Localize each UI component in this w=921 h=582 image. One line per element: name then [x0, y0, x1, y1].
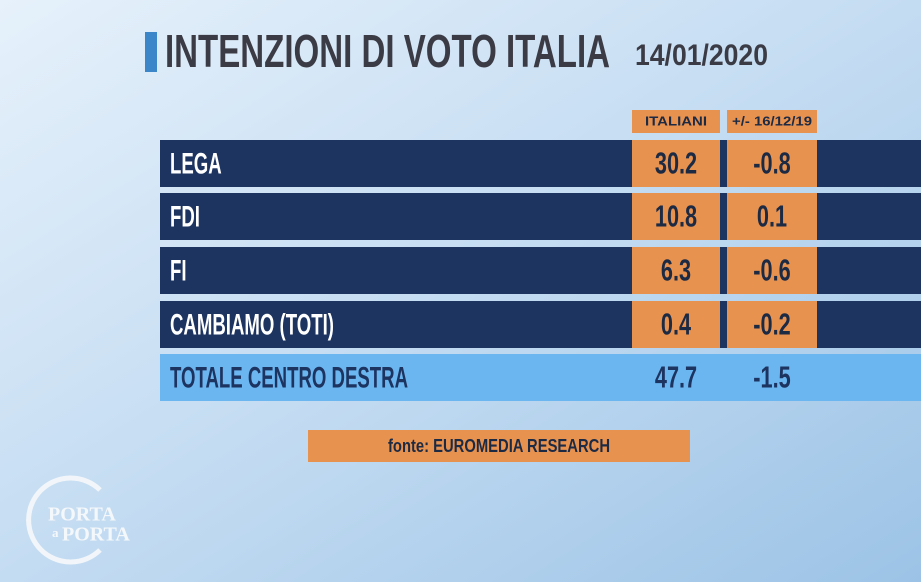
cell-value: 0.4: [661, 307, 692, 342]
cell-value: -0.6: [753, 253, 790, 288]
logo-text: a: [52, 525, 59, 540]
cell-value: 10.8: [655, 199, 697, 234]
cell-value: 30.2: [655, 146, 697, 181]
cell-bg: [727, 193, 817, 240]
cell-value: 6.3: [661, 253, 691, 288]
total-value: 47.7: [655, 360, 697, 395]
cell-bg: [727, 247, 817, 294]
column-header: ITALIANI: [645, 113, 707, 128]
total-label: TOTALE CENTRO DESTRA: [170, 361, 408, 394]
row-label: FDI: [170, 200, 200, 233]
cell-bg: [632, 247, 720, 294]
row-label: FI: [170, 254, 187, 287]
row-label: LEGA: [170, 147, 222, 180]
total-bg: [160, 354, 921, 401]
source: fonte: EUROMEDIA RESEARCH: [388, 436, 610, 456]
column-header-bg: [727, 110, 817, 133]
cell-bg: [632, 140, 720, 187]
date: 14/01/2020: [635, 39, 768, 72]
cell-bg: [727, 301, 817, 348]
row-label: CAMBIAMO (TOTI): [170, 308, 334, 341]
column-header-bg: [632, 110, 720, 133]
column-header: +/- 16/12/19: [732, 113, 812, 128]
cell-bg: [727, 140, 817, 187]
logo-arc: [26, 475, 102, 565]
title-accent: [145, 32, 157, 72]
cell-bg: [632, 301, 720, 348]
source-bg: [308, 430, 690, 462]
title: INTENZIONI DI VOTO ITALIA: [165, 25, 610, 77]
logo-text: PORTA: [48, 504, 116, 526]
cell-value: -0.2: [753, 307, 790, 342]
cell-bg: [632, 193, 720, 240]
logo: PORTA a PORTA: [26, 475, 130, 565]
total-value: -1.5: [753, 360, 790, 395]
cell-value: 0.1: [757, 199, 787, 234]
logo-text: PORTA: [62, 524, 130, 546]
cell-value: -0.8: [753, 146, 790, 181]
